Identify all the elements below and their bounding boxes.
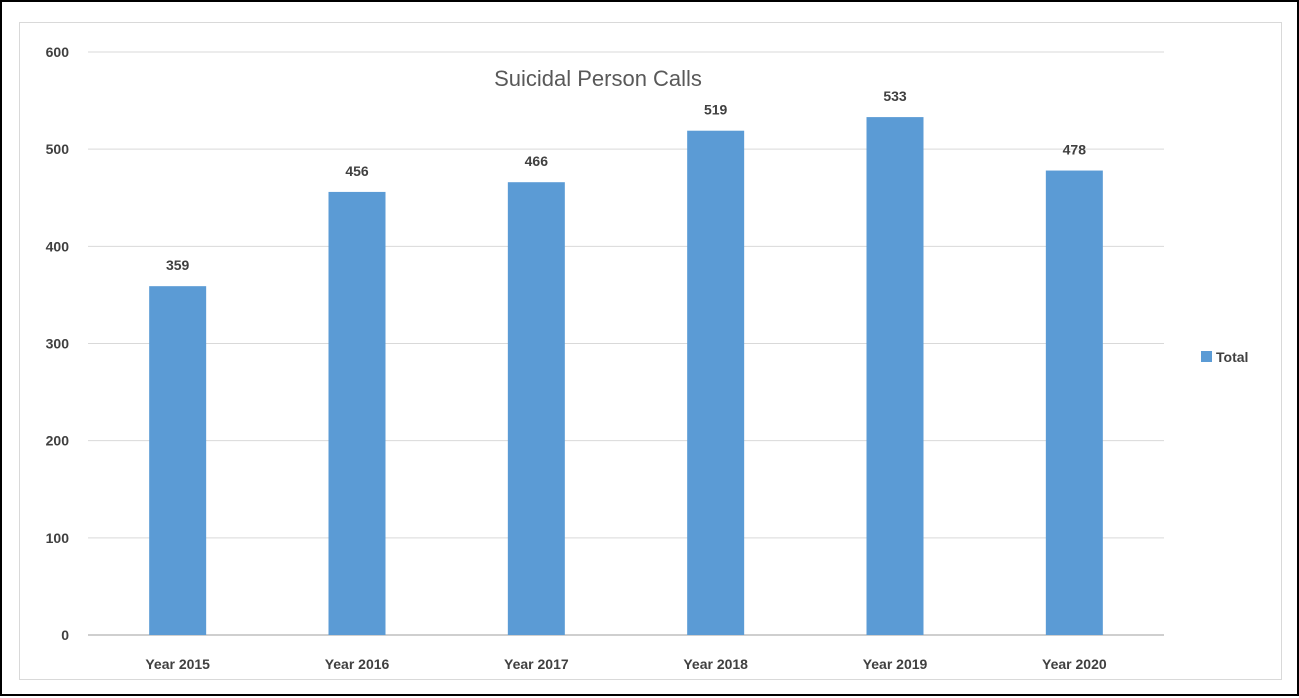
gridlines xyxy=(88,51,1164,636)
y-tick-label: 100 xyxy=(46,530,70,546)
data-labels: 359 456 466 519 533 478 xyxy=(166,88,1086,273)
legend-swatch xyxy=(1201,351,1212,362)
y-tick-label: 300 xyxy=(46,336,70,352)
data-label: 478 xyxy=(1063,142,1087,158)
bar xyxy=(149,286,207,635)
x-tick-label: Year 2018 xyxy=(683,656,748,672)
x-tick-label: Year 2019 xyxy=(863,656,928,672)
x-tick-label: Year 2017 xyxy=(504,656,569,672)
y-tick-label: 200 xyxy=(46,433,70,449)
y-tick-label: 600 xyxy=(46,44,70,60)
bar xyxy=(687,130,745,635)
data-label: 359 xyxy=(166,257,190,273)
x-tick-label: Year 2016 xyxy=(325,656,390,672)
legend: Total xyxy=(1201,349,1248,365)
y-tick-label: 400 xyxy=(46,238,70,254)
x-axis-ticks: Year 2015 Year 2016 Year 2017 Year 2018 Year… xyxy=(145,656,1107,672)
bar xyxy=(1045,170,1103,635)
bar xyxy=(507,182,565,635)
data-label: 466 xyxy=(525,153,549,169)
bar xyxy=(866,117,924,635)
data-label: 519 xyxy=(704,102,728,118)
legend-label: Total xyxy=(1216,349,1248,365)
y-axis-ticks: 0 100 200 300 400 500 600 xyxy=(46,44,70,643)
x-tick-label: Year 2015 xyxy=(145,656,210,672)
bar xyxy=(328,191,386,636)
data-label: 456 xyxy=(345,163,369,179)
y-tick-label: 500 xyxy=(46,141,70,157)
bars xyxy=(149,117,1103,636)
y-tick-label: 0 xyxy=(61,627,69,643)
x-tick-label: Year 2020 xyxy=(1042,656,1107,672)
chart-title: Suicidal Person Calls xyxy=(494,66,702,91)
data-label: 533 xyxy=(883,88,907,104)
